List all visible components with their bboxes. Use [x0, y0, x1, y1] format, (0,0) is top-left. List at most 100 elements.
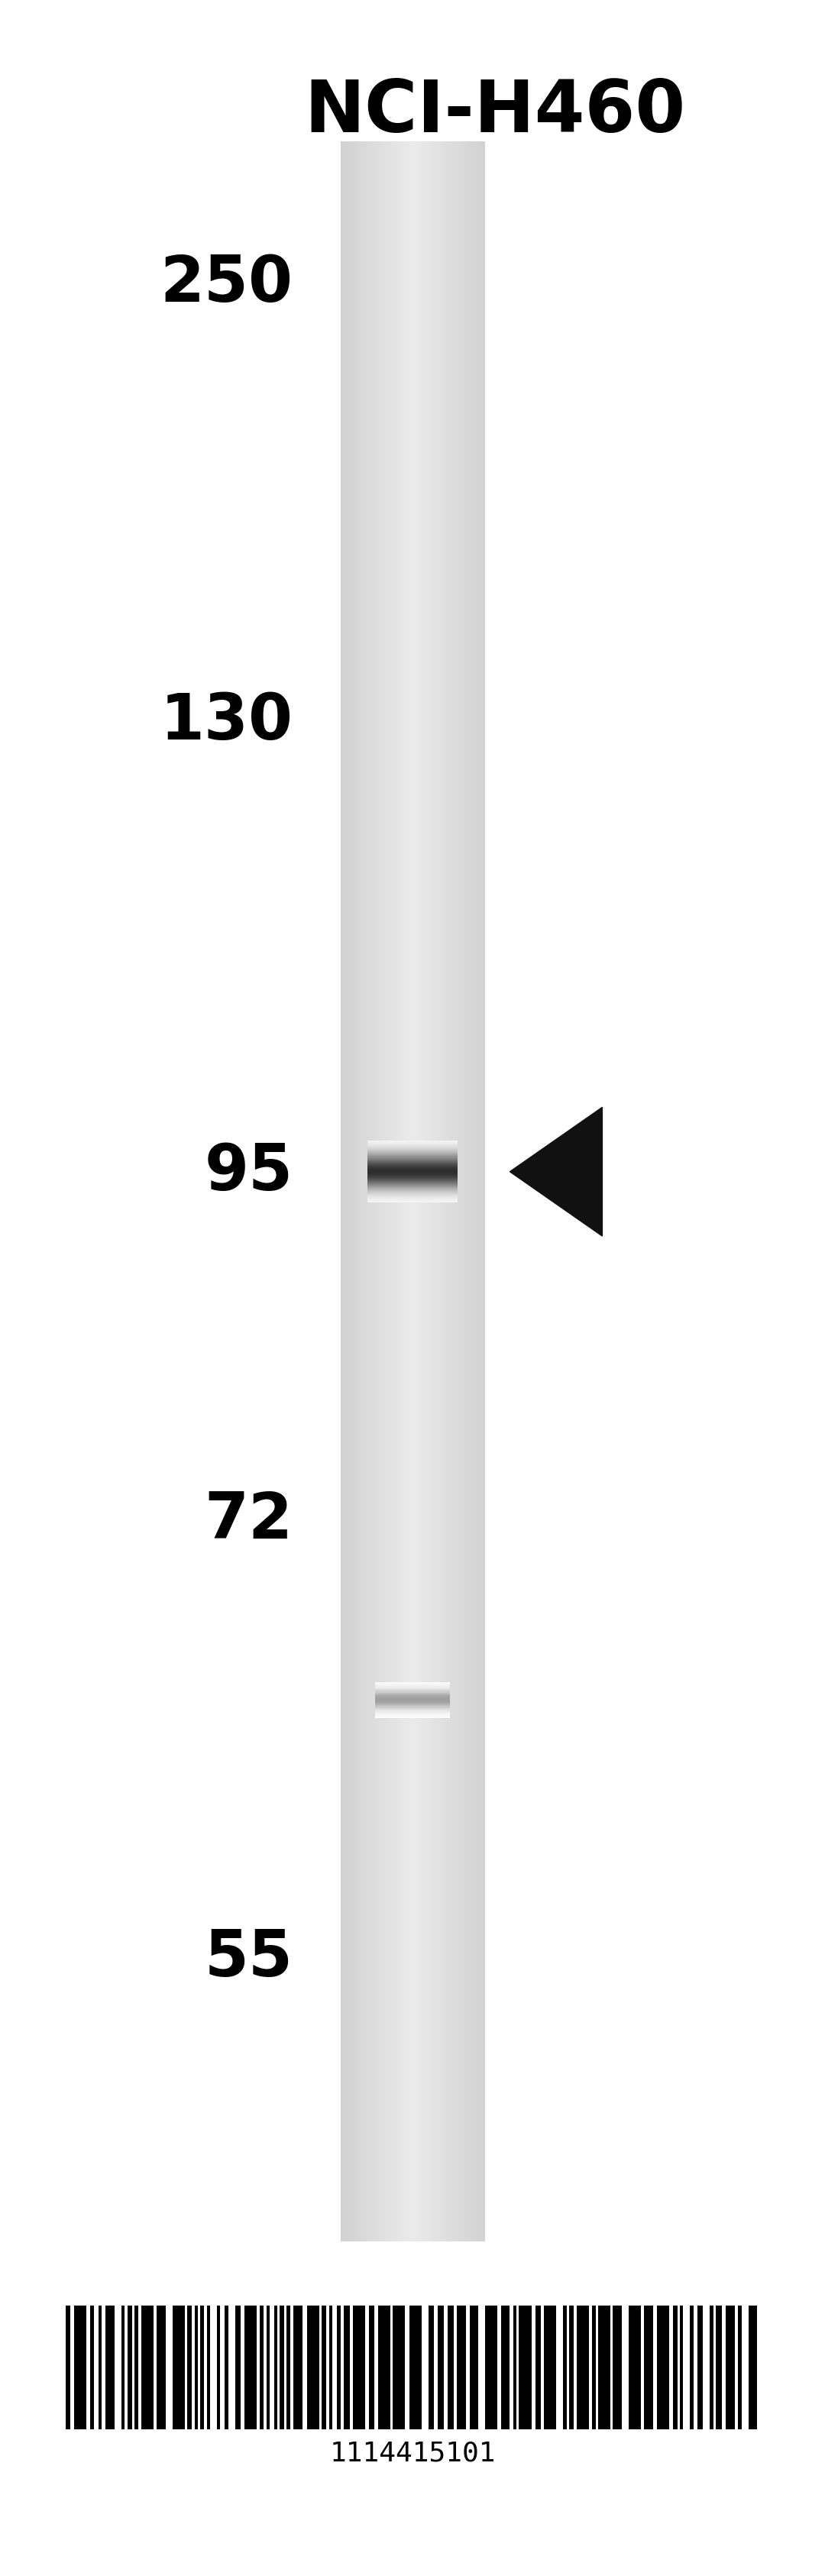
Bar: [414, 142, 415, 2241]
Bar: [385, 142, 386, 2241]
Bar: [409, 142, 411, 2241]
Bar: [244, 2306, 257, 2429]
Bar: [375, 142, 376, 2241]
Bar: [369, 2306, 375, 2429]
Bar: [407, 142, 408, 2241]
Bar: [356, 142, 358, 2241]
Bar: [501, 2306, 510, 2429]
Bar: [535, 2306, 541, 2429]
Bar: [90, 2306, 94, 2429]
Bar: [432, 142, 434, 2241]
Bar: [592, 2306, 596, 2429]
Bar: [441, 142, 443, 2241]
Bar: [411, 142, 412, 2241]
Bar: [716, 2306, 722, 2429]
Bar: [365, 142, 366, 2241]
Bar: [266, 2306, 270, 2429]
Bar: [738, 2306, 742, 2429]
Bar: [157, 2306, 166, 2429]
Bar: [66, 2306, 70, 2429]
Bar: [374, 142, 375, 2241]
Bar: [343, 142, 345, 2241]
Bar: [468, 142, 469, 2241]
Bar: [141, 2306, 153, 2429]
Bar: [382, 142, 384, 2241]
Bar: [217, 2306, 220, 2429]
Bar: [434, 142, 436, 2241]
Polygon shape: [510, 1108, 602, 1236]
Bar: [569, 2306, 573, 2429]
Bar: [405, 142, 407, 2241]
Bar: [427, 142, 428, 2241]
Bar: [613, 2306, 622, 2429]
Bar: [447, 142, 449, 2241]
Bar: [469, 142, 470, 2241]
Bar: [460, 142, 462, 2241]
Bar: [403, 142, 404, 2241]
Bar: [472, 142, 474, 2241]
Bar: [629, 2306, 641, 2429]
Bar: [280, 2306, 284, 2429]
Bar: [438, 2306, 444, 2429]
Bar: [437, 142, 438, 2241]
Bar: [389, 142, 391, 2241]
Bar: [456, 142, 457, 2241]
Bar: [408, 142, 409, 2241]
Bar: [98, 2306, 101, 2429]
Bar: [439, 142, 440, 2241]
Bar: [673, 2306, 677, 2429]
Bar: [463, 142, 464, 2241]
Bar: [436, 142, 437, 2241]
Bar: [322, 2306, 326, 2429]
Bar: [187, 2306, 191, 2429]
Bar: [378, 2306, 390, 2429]
Bar: [200, 2306, 204, 2429]
Bar: [469, 2306, 478, 2429]
Bar: [369, 142, 370, 2241]
Bar: [384, 142, 385, 2241]
Bar: [449, 142, 450, 2241]
Bar: [417, 142, 418, 2241]
Bar: [513, 2306, 516, 2429]
Bar: [426, 142, 427, 2241]
Bar: [355, 142, 356, 2241]
Bar: [274, 2306, 277, 2429]
Text: 250: 250: [160, 252, 293, 314]
Bar: [446, 142, 447, 2241]
Bar: [260, 2306, 263, 2429]
Bar: [394, 142, 395, 2241]
Bar: [307, 2306, 319, 2429]
Bar: [709, 2306, 714, 2429]
Bar: [404, 142, 405, 2241]
Bar: [380, 142, 382, 2241]
Bar: [444, 142, 446, 2241]
Bar: [519, 2306, 531, 2429]
Bar: [342, 142, 343, 2241]
Bar: [376, 142, 378, 2241]
Bar: [443, 142, 444, 2241]
Bar: [466, 142, 467, 2241]
Bar: [483, 142, 485, 2241]
Bar: [726, 2306, 735, 2429]
Bar: [457, 2306, 466, 2429]
Bar: [577, 2306, 589, 2429]
Bar: [431, 142, 432, 2241]
Bar: [697, 2306, 703, 2429]
Bar: [372, 142, 374, 2241]
Bar: [657, 2306, 669, 2429]
Bar: [74, 2306, 87, 2429]
Bar: [195, 2306, 198, 2429]
Text: NCI-H460: NCI-H460: [304, 77, 686, 147]
Bar: [409, 2306, 422, 2429]
Bar: [450, 142, 451, 2241]
Bar: [428, 2306, 434, 2429]
Bar: [361, 142, 362, 2241]
Bar: [563, 2306, 567, 2429]
Bar: [353, 2306, 365, 2429]
Bar: [451, 142, 453, 2241]
Bar: [470, 142, 472, 2241]
Bar: [428, 142, 430, 2241]
Bar: [453, 142, 455, 2241]
Bar: [353, 142, 355, 2241]
Bar: [421, 142, 422, 2241]
